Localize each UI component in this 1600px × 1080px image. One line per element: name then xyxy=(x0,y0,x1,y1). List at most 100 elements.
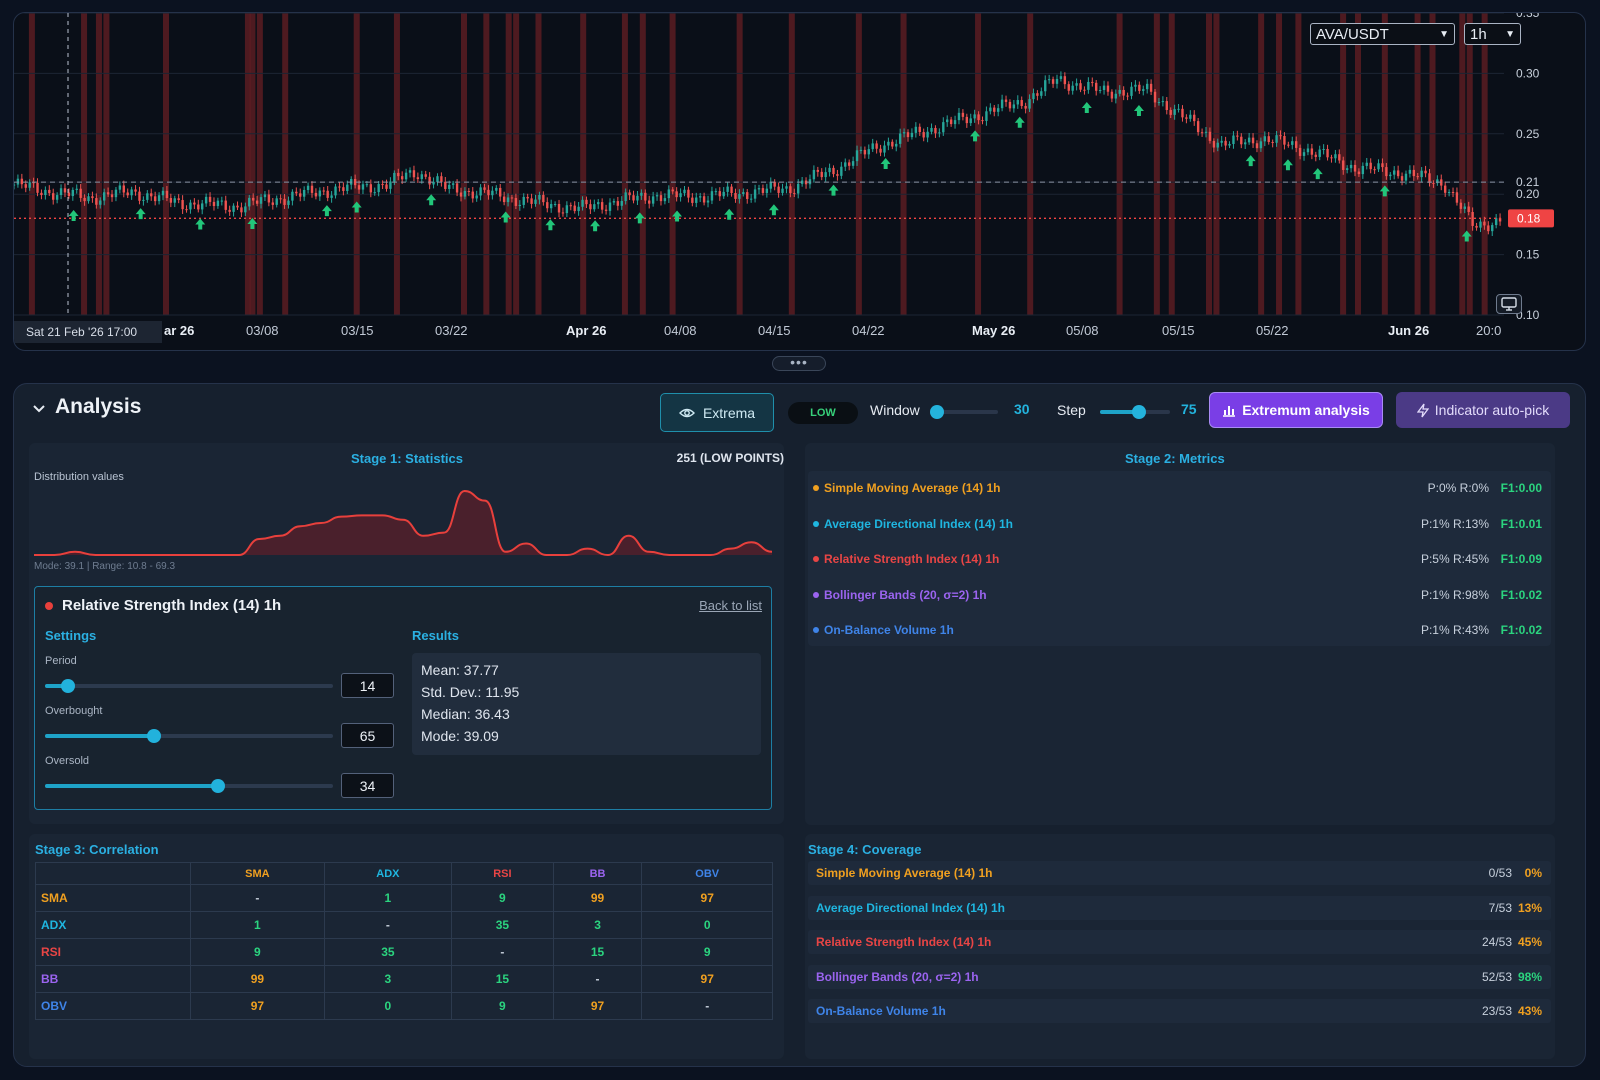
metric-row[interactable]: On-Balance Volume 1h P:1% R:43% F1:0.02 xyxy=(808,619,1551,641)
correlation-column-header: ADX xyxy=(323,862,453,885)
coverage-row[interactable]: Simple Moving Average (14) 1h 0/53 0% xyxy=(808,861,1551,885)
metric-f1: F1:0.01 xyxy=(1500,516,1542,531)
candle-body xyxy=(236,205,239,208)
low-high-toggle[interactable]: LOW xyxy=(788,402,858,424)
candle-body xyxy=(1443,185,1447,193)
distribution-chart xyxy=(34,489,772,557)
chevron-down-icon[interactable] xyxy=(32,404,46,414)
candle-body xyxy=(702,196,706,203)
candle-body xyxy=(440,176,443,182)
candle-body xyxy=(612,201,616,203)
step-slider-knob[interactable] xyxy=(1131,405,1146,419)
metric-row[interactable]: Simple Moving Average (14) 1h P:0% R:0% F1… xyxy=(808,477,1551,499)
pair-select[interactable]: AVA/USDT ▼ xyxy=(1310,23,1455,45)
candle-body xyxy=(1310,148,1314,155)
metric-row[interactable]: Bollinger Bands (20, σ=2) 1h P:1% R:98% F1… xyxy=(808,584,1551,606)
window-slider[interactable] xyxy=(930,405,998,419)
candle-body xyxy=(14,184,16,186)
candle-body xyxy=(546,202,549,209)
candle-body xyxy=(1498,218,1502,222)
overbought-slider[interactable] xyxy=(45,729,333,743)
candle-body xyxy=(1106,85,1110,92)
candle-body xyxy=(926,131,929,138)
candle-body xyxy=(1255,143,1259,149)
candle-body xyxy=(361,184,365,190)
candle-body xyxy=(973,114,976,119)
candle-body xyxy=(165,190,169,199)
window-slider-knob[interactable] xyxy=(930,405,945,419)
coverage-row[interactable]: On-Balance Volume 1h 23/53 43% xyxy=(808,999,1551,1023)
coverage-percent: 98% xyxy=(1517,969,1542,984)
oversold-slider[interactable] xyxy=(45,779,333,793)
correlation-cell: 9 xyxy=(641,938,773,966)
candle-body xyxy=(585,199,588,205)
candle-body xyxy=(1044,80,1047,92)
mode-range-text: Mode: 39.1 | Range: 10.8 - 69.3 xyxy=(34,561,176,572)
timeframe-select[interactable]: 1h ▼ xyxy=(1464,23,1521,45)
period-input[interactable]: 14 xyxy=(341,673,394,698)
coverage-row[interactable]: Average Directional Index (14) 1h 7/53 13% xyxy=(808,895,1551,920)
candle-body xyxy=(1063,76,1067,85)
last-price-badge xyxy=(1508,209,1554,228)
extrema-band xyxy=(580,13,587,315)
candle-body xyxy=(859,149,863,151)
candle-body xyxy=(102,192,106,201)
correlation-cell: - xyxy=(190,884,325,912)
period-slider[interactable] xyxy=(45,679,333,693)
candle-body xyxy=(28,182,31,188)
oversold-input[interactable]: 34 xyxy=(341,773,394,798)
signal-arrow-icon xyxy=(1312,168,1323,180)
candle-body xyxy=(1193,114,1196,122)
extrema-button-label: Extrema xyxy=(702,404,756,421)
result-mode: Mode: 39.09 xyxy=(421,728,499,744)
candle-body xyxy=(1408,169,1412,174)
panel-resize-handle[interactable]: ••• xyxy=(772,355,826,371)
extremum-analysis-button[interactable]: Extremum analysis xyxy=(1209,392,1383,428)
coverage-percent: 45% xyxy=(1517,935,1542,949)
extrema-band xyxy=(639,13,646,315)
price-chart-panel[interactable]: 0.35 0.30 0.25 0.21 0.20 0.15 0.10 0.18 ar 26 03/… xyxy=(13,12,1586,351)
candle-body xyxy=(357,185,361,190)
candle-body xyxy=(557,203,561,213)
candle-body xyxy=(1459,202,1463,209)
extrema-band xyxy=(1027,13,1034,315)
metric-row[interactable]: Average Directional Index (14) 1h P:1% R:… xyxy=(808,513,1551,535)
candle-body xyxy=(996,108,1000,112)
candle-body xyxy=(1134,84,1137,87)
step-slider[interactable] xyxy=(1100,405,1170,419)
candle-body xyxy=(142,199,145,201)
candle-body xyxy=(1244,142,1247,145)
indicator-autopick-button[interactable]: Indicator auto-pick xyxy=(1396,392,1570,428)
indicator-detail-card: Relative Strength Index (14) 1h Back to … xyxy=(34,586,772,810)
crosshair-date-label: Sat 21 Feb '26 17:00 xyxy=(14,321,162,343)
price-chart[interactable]: 0.35 0.30 0.25 0.210.20 0.15 0.10 0.18 ar 26 03/… xyxy=(14,13,1586,351)
overbought-slider-knob[interactable] xyxy=(147,729,162,743)
back-to-list-link[interactable]: Back to list xyxy=(699,598,762,613)
screenshot-button[interactable] xyxy=(1496,294,1522,314)
coverage-name: Simple Moving Average (14) 1h xyxy=(816,866,993,880)
candle-body xyxy=(1204,131,1208,133)
extrema-band xyxy=(353,13,360,315)
candle-body xyxy=(1475,225,1478,228)
candle-body xyxy=(985,111,988,121)
coverage-name: On-Balance Volume 1h xyxy=(816,1004,946,1018)
coverage-row[interactable]: Bollinger Bands (20, σ=2) 1h 52/53 98% xyxy=(808,964,1551,989)
candle-body xyxy=(228,209,231,212)
candle-body xyxy=(161,190,165,196)
candle-body xyxy=(1177,108,1180,110)
extrema-toggle-button[interactable]: Extrema xyxy=(660,393,774,432)
extrema-band xyxy=(249,13,256,315)
period-slider-knob[interactable] xyxy=(61,679,76,693)
candle-body xyxy=(1361,165,1365,175)
oversold-slider-knob[interactable] xyxy=(210,779,225,793)
candle-body xyxy=(295,191,298,194)
candle-body xyxy=(67,192,71,197)
candle-body xyxy=(353,178,357,186)
signal-arrow-icon xyxy=(1379,185,1390,197)
coverage-row[interactable]: Relative Strength Index (14) 1h 24/53 45% xyxy=(808,930,1551,954)
candle-body xyxy=(867,149,870,155)
overbought-input[interactable]: 65 xyxy=(341,723,394,748)
correlation-row-header: ADX xyxy=(35,911,191,939)
extrema-band xyxy=(393,13,400,315)
metric-row[interactable]: Relative Strength Index (14) 1h P:5% R:45… xyxy=(808,548,1551,570)
